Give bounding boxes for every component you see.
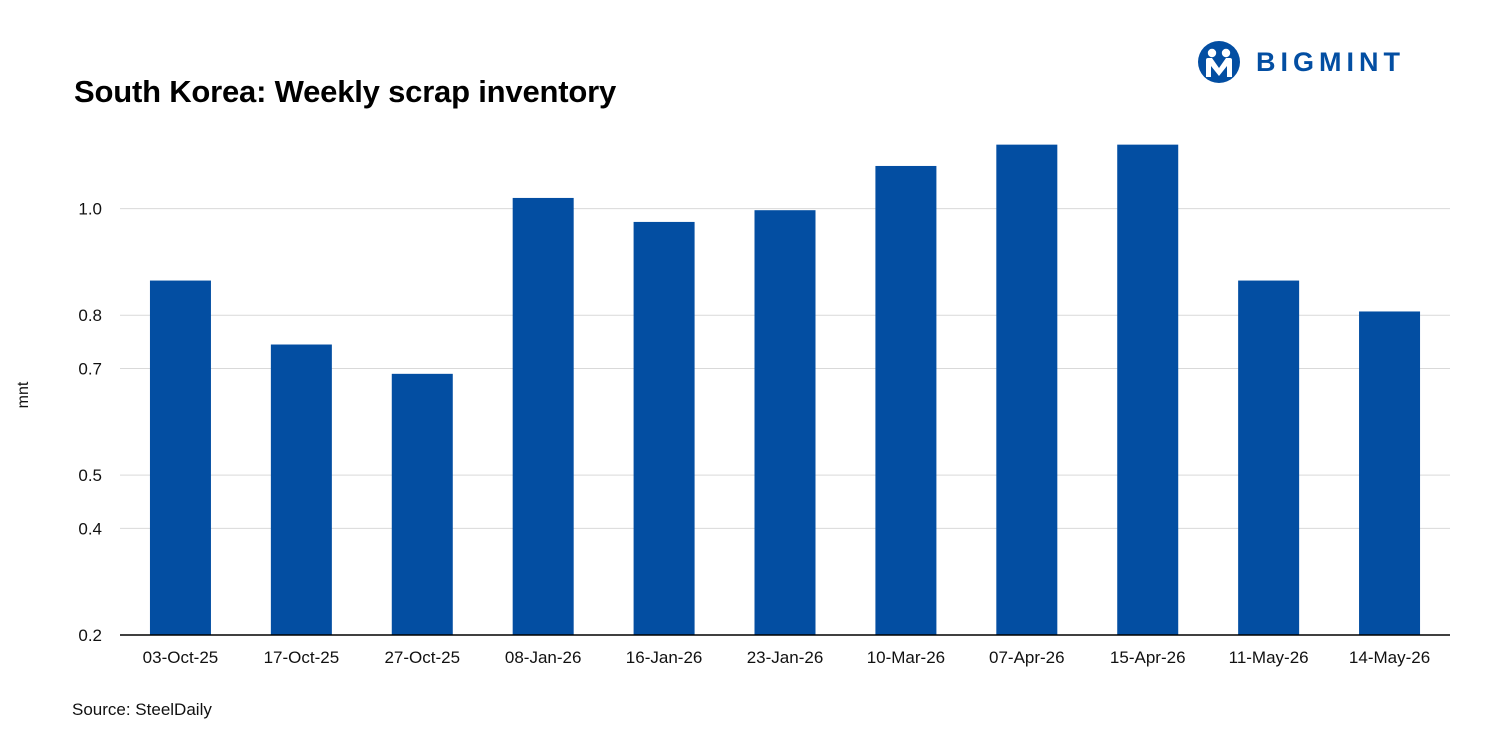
x-tick-label: 14-May-26 <box>1349 648 1430 667</box>
bar-14-May-26 <box>1359 311 1421 635</box>
bar-15-Apr-26 <box>1117 144 1179 635</box>
x-tick-label: 11-May-26 <box>1229 648 1309 667</box>
bars <box>149 144 1421 636</box>
bigmint-logo-icon <box>1198 41 1240 83</box>
bar-16-Jan-26 <box>633 221 695 636</box>
bar-23-Jan-26 <box>754 210 816 635</box>
x-tick-label: 15-Apr-26 <box>1110 648 1186 667</box>
bar-11-May-26 <box>1238 280 1300 635</box>
x-tick-label: 10-Mar-26 <box>867 648 945 667</box>
y-tick-label: 0.7 <box>78 360 102 379</box>
y-tick-label: 0.2 <box>78 626 102 645</box>
x-axis-ticks: 03-Oct-25 17-Oct-25 27-Oct-25 08-Jan-26 16-J… <box>143 648 1431 667</box>
brand-logo: BIGMINT <box>1196 38 1405 86</box>
y-tick-label: 1.0 <box>78 200 102 219</box>
x-tick-label: 07-Apr-26 <box>989 648 1065 667</box>
x-tick-label: 23-Jan-26 <box>747 648 824 667</box>
y-tick-label: 0.4 <box>78 519 102 538</box>
bar-07-Apr-26 <box>996 144 1058 635</box>
bar-08-Jan-26 <box>512 197 574 635</box>
brand-name: BIGMINT <box>1256 46 1405 77</box>
x-tick-label: 27-Oct-25 <box>384 648 460 667</box>
x-tick-label: 16-Jan-26 <box>626 648 703 667</box>
bar-10-Mar-26 <box>875 165 937 635</box>
chart-title: South Korea: Weekly scrap inventory <box>74 74 616 109</box>
bar-03-Oct-25 <box>149 280 211 635</box>
x-tick-label: 17-Oct-25 <box>264 648 340 667</box>
y-tick-label: 0.8 <box>78 306 102 325</box>
x-tick-label: 03-Oct-25 <box>143 648 219 667</box>
y-tick-label: 0.5 <box>78 466 102 485</box>
y-axis-ticks: 0.2 0.4 0.5 0.7 0.8 1.0 <box>78 200 102 645</box>
y-axis-label: mnt <box>15 381 32 408</box>
x-tick-label: 08-Jan-26 <box>505 648 582 667</box>
bar-17-Oct-25 <box>270 344 332 635</box>
source-note: Source: SteelDaily <box>72 700 212 719</box>
bar-27-Oct-25 <box>391 373 453 635</box>
